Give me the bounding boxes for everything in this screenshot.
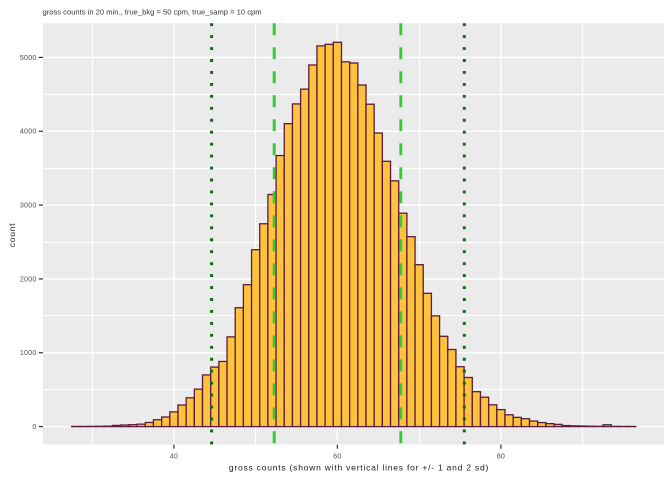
svg-text:4000: 4000: [20, 128, 37, 136]
svg-text:0: 0: [32, 423, 36, 431]
svg-text:gross counts (shown with verti: gross counts (shown with vertical lines …: [229, 462, 489, 472]
svg-text:gross counts in 20 min., true_: gross counts in 20 min., true_bkg = 50 c…: [43, 8, 262, 17]
svg-text:5000: 5000: [20, 54, 37, 62]
svg-text:2000: 2000: [20, 275, 37, 283]
svg-text:3000: 3000: [20, 201, 37, 209]
svg-text:1000: 1000: [20, 349, 37, 357]
svg-text:40: 40: [170, 453, 178, 461]
svg-text:60: 60: [333, 453, 341, 461]
svg-text:count: count: [7, 223, 17, 248]
svg-text:80: 80: [497, 453, 505, 461]
